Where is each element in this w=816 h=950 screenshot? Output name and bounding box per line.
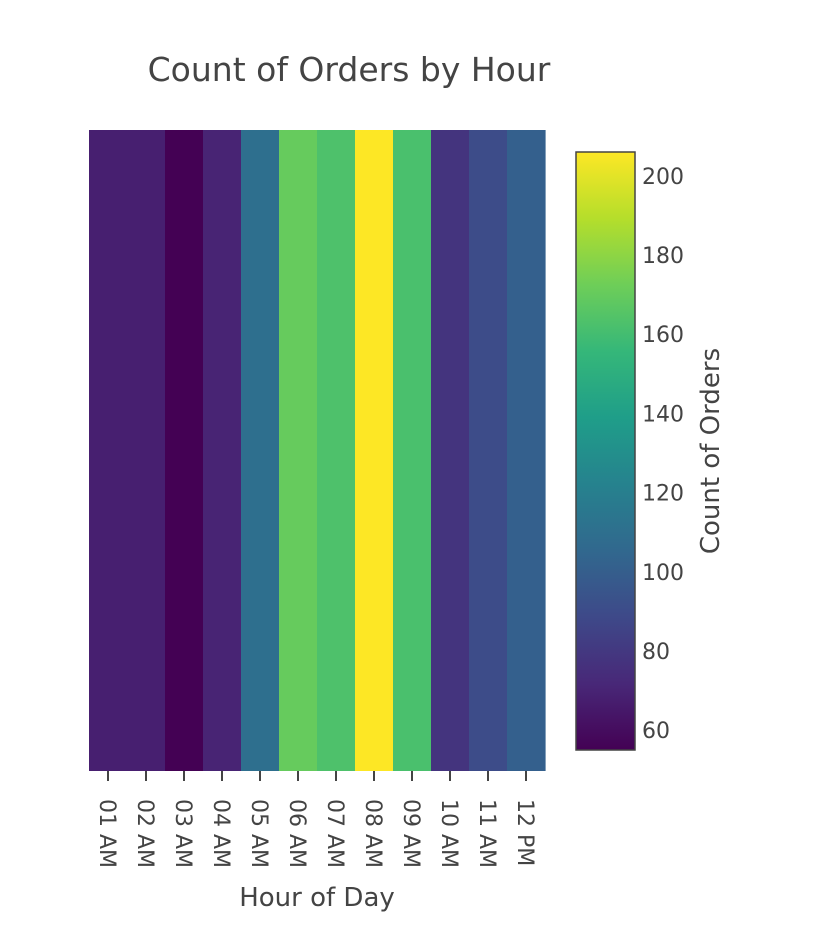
- x-axis-tick-labels: 01 AM 02 AM 03 AM 04 AM 05 AM 06 AM 07 AM 08 AM…: [94, 799, 537, 868]
- heatmap-cell: [431, 130, 470, 771]
- x-tick-label: 02 AM: [132, 799, 157, 868]
- colorbar-tick-label: 80: [642, 640, 670, 665]
- colorbar-tick-label: 100: [642, 561, 684, 586]
- heatmap-cell: [507, 130, 546, 771]
- heatmap-cell: [165, 130, 204, 771]
- heatmap-cell: [127, 130, 166, 771]
- chart-title: Count of Orders by Hour: [148, 50, 551, 89]
- heatmap-cell: [89, 130, 128, 771]
- colorbar-tick-labels: 60 80 100 120 140 160 180 200: [642, 165, 684, 744]
- x-tick-label: 05 AM: [246, 799, 271, 868]
- x-tick-label: 04 AM: [208, 799, 233, 868]
- heatmap-cell: [469, 130, 508, 771]
- colorbar: [575, 151, 636, 751]
- heatmap-cell: [279, 130, 318, 771]
- heatmap-cells: [89, 130, 546, 771]
- x-tick-label: 06 AM: [284, 799, 309, 868]
- colorbar-tick-label: 200: [642, 165, 684, 190]
- heatmap-cell: [393, 130, 432, 771]
- x-tick-label: 10 AM: [436, 799, 461, 868]
- x-axis-ticks: [107, 771, 527, 781]
- colorbar-tick-label: 60: [642, 719, 670, 744]
- colorbar-tick-label: 120: [642, 482, 684, 507]
- colorbar-tick-label: 160: [642, 323, 684, 348]
- x-tick-label: 08 AM: [360, 799, 385, 868]
- x-tick-label: 12 PM: [512, 799, 537, 866]
- colorbar-title: Count of Orders: [696, 348, 726, 554]
- x-tick-label: 09 AM: [398, 799, 423, 868]
- heatmap-cell: [241, 130, 280, 771]
- heatmap-cell: [203, 130, 242, 771]
- heatmap-cell: [355, 130, 394, 771]
- x-tick-label: 03 AM: [170, 799, 195, 868]
- x-tick-label: 11 AM: [474, 799, 499, 868]
- x-tick-label: 01 AM: [94, 799, 119, 868]
- colorbar-tick-label: 180: [642, 244, 684, 269]
- colorbar-tick-label: 140: [642, 402, 684, 427]
- x-tick-label: 07 AM: [322, 799, 347, 868]
- heatmap-cell: [317, 130, 356, 771]
- x-axis-title: Hour of Day: [239, 883, 395, 913]
